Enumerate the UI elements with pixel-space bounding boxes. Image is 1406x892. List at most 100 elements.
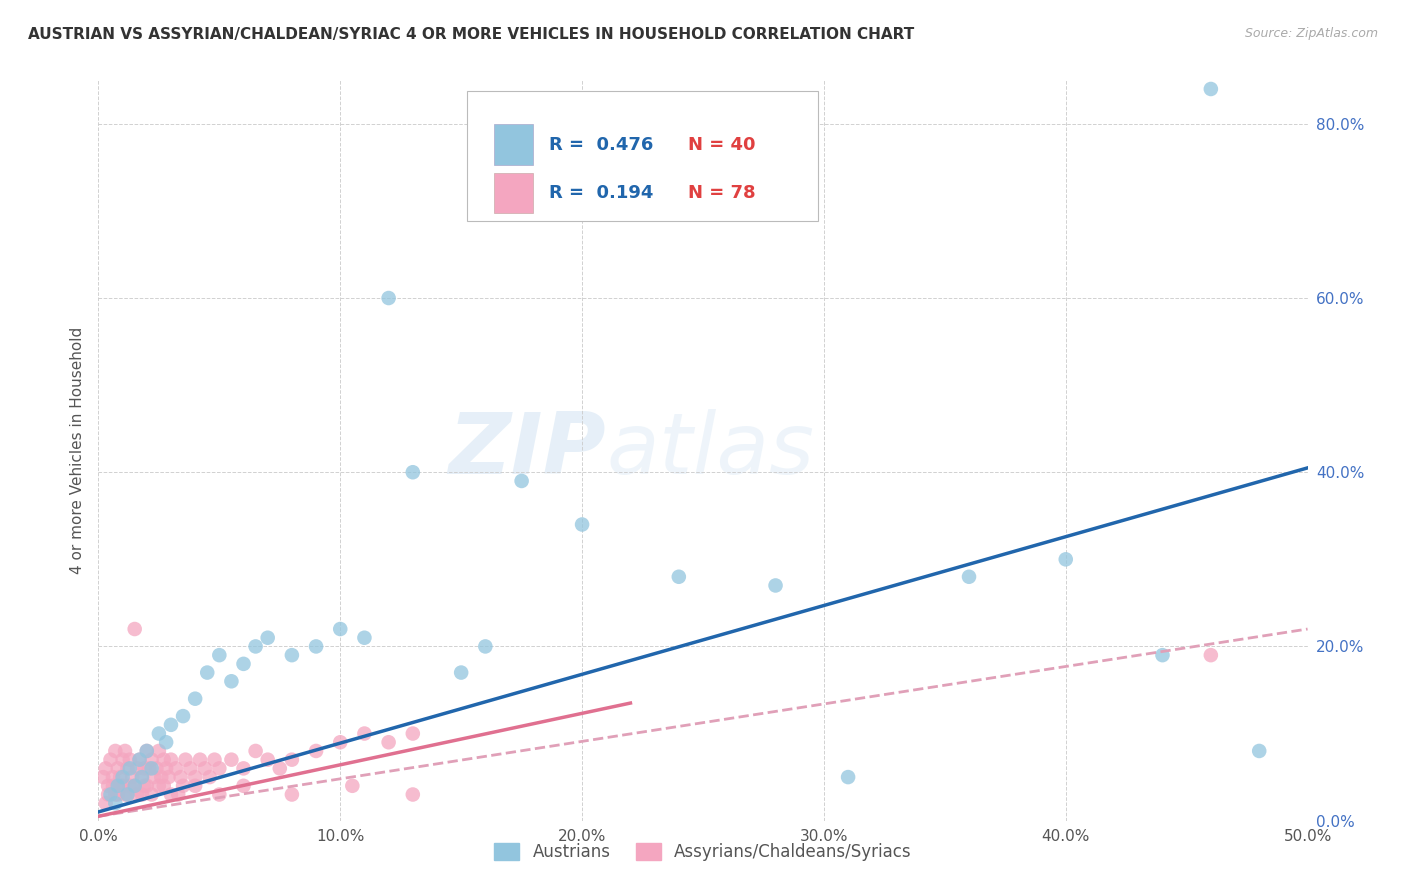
Point xyxy=(124,622,146,636)
Point xyxy=(107,779,129,793)
Point xyxy=(117,761,139,775)
Point xyxy=(1152,648,1174,662)
Point xyxy=(1199,82,1222,96)
Point xyxy=(117,788,139,802)
Text: Source: ZipAtlas.com: Source: ZipAtlas.com xyxy=(1244,27,1378,40)
Point xyxy=(232,761,254,775)
Point xyxy=(141,761,163,775)
Point xyxy=(124,779,146,793)
Point xyxy=(172,709,194,723)
Point xyxy=(131,770,153,784)
Point xyxy=(148,779,170,793)
Point xyxy=(188,753,211,767)
Point xyxy=(134,761,156,775)
Point xyxy=(100,788,122,802)
Point xyxy=(131,788,153,802)
Point xyxy=(245,640,267,654)
Point xyxy=(450,665,472,680)
Text: R =  0.194: R = 0.194 xyxy=(550,184,654,202)
Point xyxy=(145,761,167,775)
Point xyxy=(204,753,226,767)
FancyBboxPatch shape xyxy=(467,91,818,221)
Point xyxy=(353,631,375,645)
Point xyxy=(342,779,364,793)
Point xyxy=(104,796,127,810)
Point xyxy=(281,788,304,802)
Point xyxy=(91,770,114,784)
Point xyxy=(510,474,533,488)
Point xyxy=(150,770,173,784)
Text: ZIP: ZIP xyxy=(449,409,606,492)
Point xyxy=(474,640,496,654)
Point xyxy=(157,770,180,784)
Point xyxy=(104,788,127,802)
Point xyxy=(128,753,150,767)
Point xyxy=(232,779,254,793)
Point xyxy=(111,770,134,784)
Point xyxy=(131,770,153,784)
Point xyxy=(668,570,690,584)
Point xyxy=(104,744,127,758)
Point xyxy=(184,691,207,706)
Point xyxy=(329,622,352,636)
Point xyxy=(184,770,207,784)
Point xyxy=(135,744,157,758)
Bar xyxy=(494,124,533,165)
Point xyxy=(281,753,304,767)
Point xyxy=(141,788,163,802)
Point xyxy=(111,779,134,793)
Point xyxy=(305,640,328,654)
Point xyxy=(97,788,120,802)
Point xyxy=(148,726,170,740)
Point xyxy=(94,761,117,775)
Point xyxy=(167,788,190,802)
Point xyxy=(765,578,787,592)
Point xyxy=(160,753,183,767)
Point xyxy=(245,744,267,758)
Bar xyxy=(494,172,533,213)
Point xyxy=(305,744,328,758)
Point xyxy=(402,465,425,479)
Point xyxy=(114,744,136,758)
Point xyxy=(152,779,174,793)
Point xyxy=(108,770,131,784)
Point xyxy=(160,788,183,802)
Point xyxy=(118,779,141,793)
Point xyxy=(135,744,157,758)
Text: R =  0.476: R = 0.476 xyxy=(550,136,654,153)
Point xyxy=(172,779,194,793)
Point xyxy=(195,665,218,680)
Point xyxy=(1054,552,1077,566)
Point xyxy=(377,291,399,305)
Point xyxy=(353,726,375,740)
Point xyxy=(198,770,221,784)
Point xyxy=(141,753,163,767)
Point xyxy=(1199,648,1222,662)
Point xyxy=(135,779,157,793)
Point xyxy=(208,761,231,775)
Point xyxy=(100,753,122,767)
Legend: Austrians, Assyrians/Chaldeans/Syriacs: Austrians, Assyrians/Chaldeans/Syriacs xyxy=(488,837,918,868)
Point xyxy=(128,753,150,767)
Y-axis label: 4 or more Vehicles in Household: 4 or more Vehicles in Household xyxy=(69,326,84,574)
Point xyxy=(377,735,399,749)
Point xyxy=(256,631,278,645)
Point xyxy=(134,779,156,793)
Point xyxy=(165,761,187,775)
Text: N = 40: N = 40 xyxy=(689,136,756,153)
Point xyxy=(269,761,291,775)
Point xyxy=(124,779,146,793)
Text: AUSTRIAN VS ASSYRIAN/CHALDEAN/SYRIAC 4 OR MORE VEHICLES IN HOUSEHOLD CORRELATION: AUSTRIAN VS ASSYRIAN/CHALDEAN/SYRIAC 4 O… xyxy=(28,27,914,42)
Point xyxy=(194,761,217,775)
Point xyxy=(160,718,183,732)
Point xyxy=(111,753,134,767)
Point xyxy=(837,770,859,784)
Point xyxy=(127,788,149,802)
Point xyxy=(114,788,136,802)
Point xyxy=(118,761,141,775)
Point xyxy=(108,779,131,793)
Point xyxy=(232,657,254,671)
Point xyxy=(221,753,243,767)
Point xyxy=(402,788,425,802)
Point xyxy=(118,753,141,767)
